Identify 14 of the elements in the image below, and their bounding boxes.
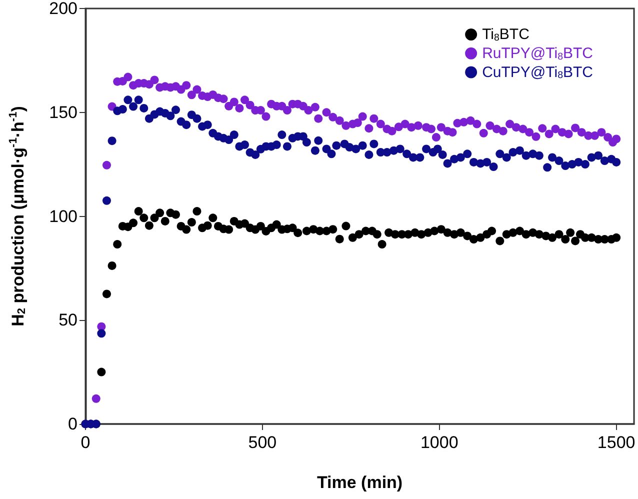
y-tick-label: 150 [49, 102, 78, 122]
x-tick-label: 1000 [420, 433, 458, 452]
x-tick-label: 500 [248, 433, 277, 452]
y-axis-title: H2 production (μmol·g-1·h-1) [8, 106, 28, 326]
x-axis-title: Time (min) [316, 473, 403, 492]
legend-label: RuTPY@Ti8BTC [482, 44, 594, 62]
legend-label: Ti8BTC [482, 26, 530, 44]
y-tick-label: 100 [49, 206, 78, 226]
y-tick-label: 50 [58, 310, 78, 330]
y-tick-label: 200 [49, 0, 78, 18]
x-tick-label: 1500 [597, 433, 636, 452]
legend-label: CuTPY@Ti8BTC [482, 64, 594, 82]
x-tick-label: 0 [80, 433, 90, 452]
y-tick-label: 0 [68, 414, 78, 434]
